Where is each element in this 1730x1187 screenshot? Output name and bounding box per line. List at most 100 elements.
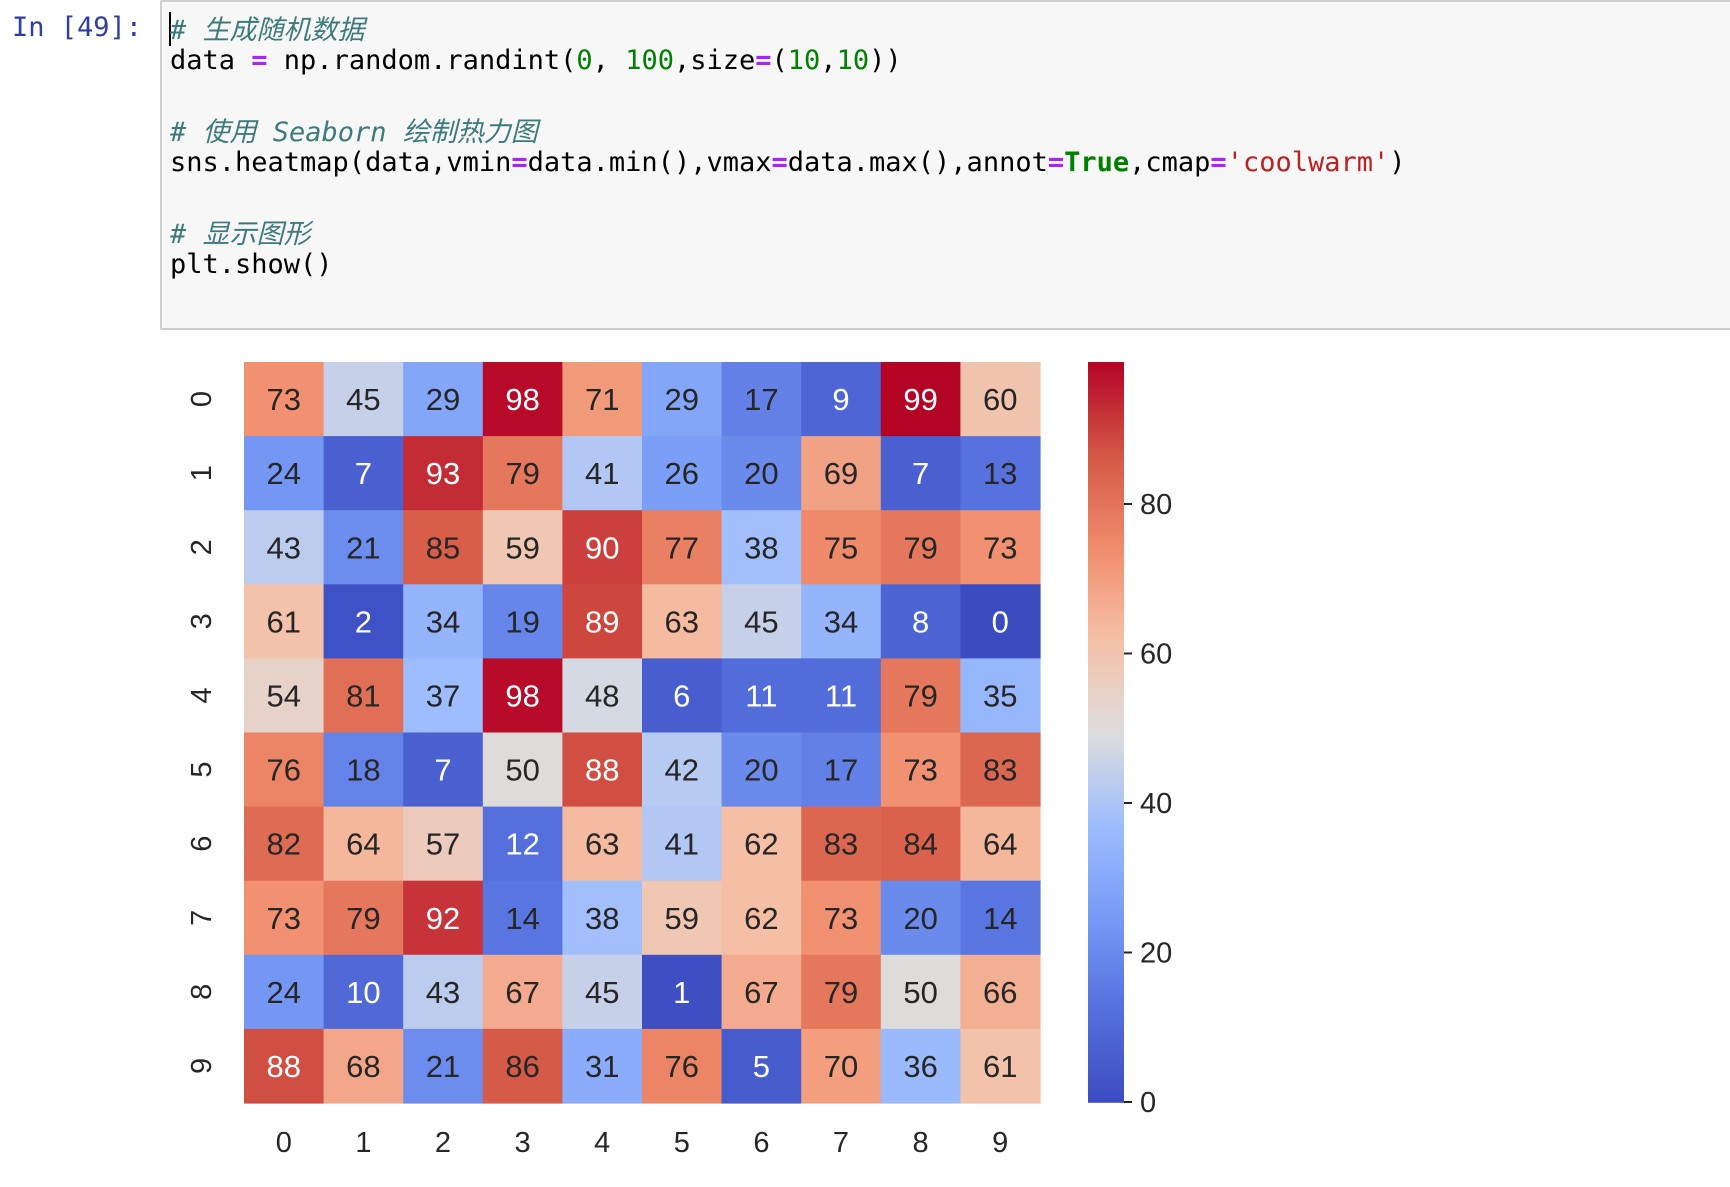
colorbar-segment [1088, 421, 1124, 426]
colorbar-segment [1088, 584, 1124, 589]
colorbar-segment [1088, 987, 1124, 992]
heatmap-cell-label: 24 [267, 456, 301, 491]
colorbar-segment [1088, 750, 1124, 755]
colorbar-segment [1088, 606, 1124, 611]
heatmap-cell [323, 732, 404, 808]
heatmap-cell-label: 66 [983, 975, 1017, 1010]
colorbar-segment [1088, 965, 1124, 970]
colorbar-segment [1088, 735, 1124, 741]
colorbar-segment [1088, 717, 1124, 722]
colorbar-segment [1088, 598, 1124, 604]
heatmap-cell-label: 88 [585, 753, 619, 788]
heatmap-cell [642, 658, 723, 734]
heatmap-cell [244, 1028, 325, 1104]
colorbar-segment [1088, 621, 1124, 626]
code-token: 'coolwarm' [1226, 147, 1390, 178]
colorbar-segment [1088, 1031, 1124, 1037]
heatmap-cell-label: 85 [426, 530, 460, 565]
colorbar-segment [1088, 713, 1124, 718]
heatmap-cell-label: 59 [665, 901, 699, 936]
colorbar-segment [1088, 672, 1124, 678]
colorbar-tick-label: 20 [1140, 938, 1172, 970]
colorbar-segment [1088, 776, 1124, 781]
colorbar-segment [1088, 809, 1124, 815]
heatmap-cell-label: 7 [434, 753, 451, 788]
colorbar-segment [1088, 917, 1124, 922]
heatmap-cell [323, 510, 404, 585]
x-tick-label: 7 [833, 1127, 849, 1159]
code-input-cell[interactable] [160, 0, 1730, 330]
heatmap-cell [323, 658, 404, 734]
heatmap-cell [482, 362, 563, 437]
heatmap-cell [880, 436, 961, 511]
colorbar-segment [1088, 576, 1124, 582]
colorbar-segment [1088, 1042, 1124, 1048]
code-token: = [511, 147, 528, 178]
colorbar-segment [1088, 798, 1124, 804]
colorbar-segment [1088, 1061, 1124, 1066]
heatmap-cell-label: 84 [903, 827, 937, 862]
code-comment-line: # 生成随机数据 [170, 15, 365, 46]
code-token: True [1064, 147, 1130, 178]
heatmap-cell-label: 83 [983, 753, 1017, 788]
colorbar-segment [1088, 724, 1124, 730]
colorbar-segment [1088, 384, 1124, 389]
heatmap-cell [642, 1028, 723, 1104]
heatmap-cell-label: 17 [744, 382, 778, 417]
colorbar-segment [1088, 961, 1124, 966]
colorbar-segment [1088, 994, 1124, 1000]
heatmap-cell [323, 806, 404, 882]
colorbar-segment [1088, 365, 1124, 371]
x-tick-label: 8 [913, 1127, 929, 1159]
heatmap-cell [244, 954, 325, 1030]
colorbar-segment [1088, 432, 1124, 437]
heatmap-cell [482, 1028, 563, 1104]
heatmap-cell [801, 880, 882, 956]
colorbar-segment [1088, 554, 1124, 559]
x-tick-label: 0 [276, 1127, 292, 1159]
code-token: = [771, 147, 788, 178]
colorbar-segment [1088, 650, 1124, 656]
heatmap-cell-label: 6 [673, 678, 690, 713]
colorbar-segment [1088, 454, 1124, 459]
colorbar-segment [1088, 850, 1124, 855]
heatmap-cell-label: 13 [983, 456, 1017, 491]
heatmap-cell [403, 658, 484, 734]
colorbar-segment [1088, 905, 1124, 911]
colorbar-segment [1088, 702, 1124, 707]
heatmap-cell-label: 37 [426, 678, 460, 713]
colorbar-segment [1088, 739, 1124, 744]
colorbar-segment [1088, 369, 1124, 374]
colorbar-segment [1088, 476, 1124, 482]
heatmap-cell [721, 732, 802, 808]
heatmap-cell [482, 584, 563, 659]
colorbar-segment [1088, 654, 1124, 659]
colorbar-segment [1088, 628, 1124, 633]
colorbar-segment [1088, 658, 1124, 663]
colorbar-segment [1088, 876, 1124, 881]
heatmap-cell-label: 79 [903, 530, 937, 565]
heatmap-cell [960, 584, 1041, 659]
colorbar-segment [1088, 928, 1124, 933]
heatmap-cell-label: 18 [346, 753, 380, 788]
heatmap-cell-label: 29 [426, 382, 460, 417]
code-token: 100 [625, 45, 674, 76]
colorbar-segment [1088, 1005, 1124, 1011]
heatmap-cell-label: 24 [267, 975, 301, 1010]
colorbar-tick-label: 80 [1140, 489, 1172, 521]
heatmap-cell [323, 436, 404, 511]
colorbar-segment [1088, 902, 1124, 907]
heatmap-cell-label: 20 [744, 753, 778, 788]
code-token: = [1047, 147, 1065, 178]
heatmap-cell-label: 5 [753, 1049, 770, 1084]
colorbar-segment [1088, 491, 1124, 496]
heatmap-cell-label: 43 [267, 530, 301, 565]
heatmap-cell-label: 36 [903, 1049, 937, 1084]
heatmap-cell [880, 806, 961, 882]
heatmap-cell [880, 732, 961, 808]
heatmap-cell [403, 954, 484, 1030]
heatmap-cell-label: 59 [505, 530, 539, 565]
colorbar-segment [1088, 924, 1124, 929]
colorbar-segment [1088, 1068, 1124, 1074]
